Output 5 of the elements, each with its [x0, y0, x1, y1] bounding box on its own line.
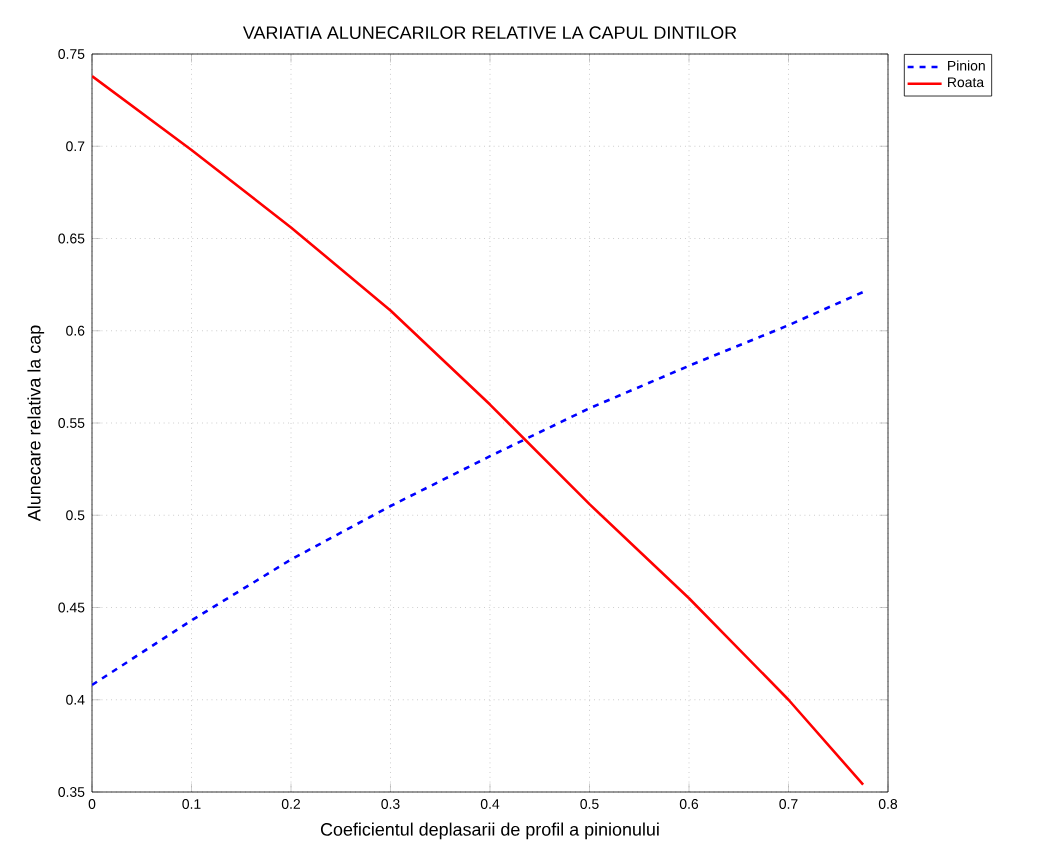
- line-series: [92, 290, 865, 687]
- y-axis-title: Alunecare relativa la cap: [27, 325, 45, 522]
- chart-title: VARIATIA ALUNECARILOR RELATIVE LA CAPUL DINTILOR: [242, 26, 737, 39]
- line-series: [92, 74, 865, 786]
- x-axis-title: Coeficientul deplasarii de profil a pinionului: [320, 822, 659, 840]
